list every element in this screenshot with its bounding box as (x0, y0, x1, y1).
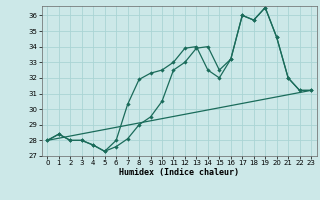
X-axis label: Humidex (Indice chaleur): Humidex (Indice chaleur) (119, 168, 239, 177)
